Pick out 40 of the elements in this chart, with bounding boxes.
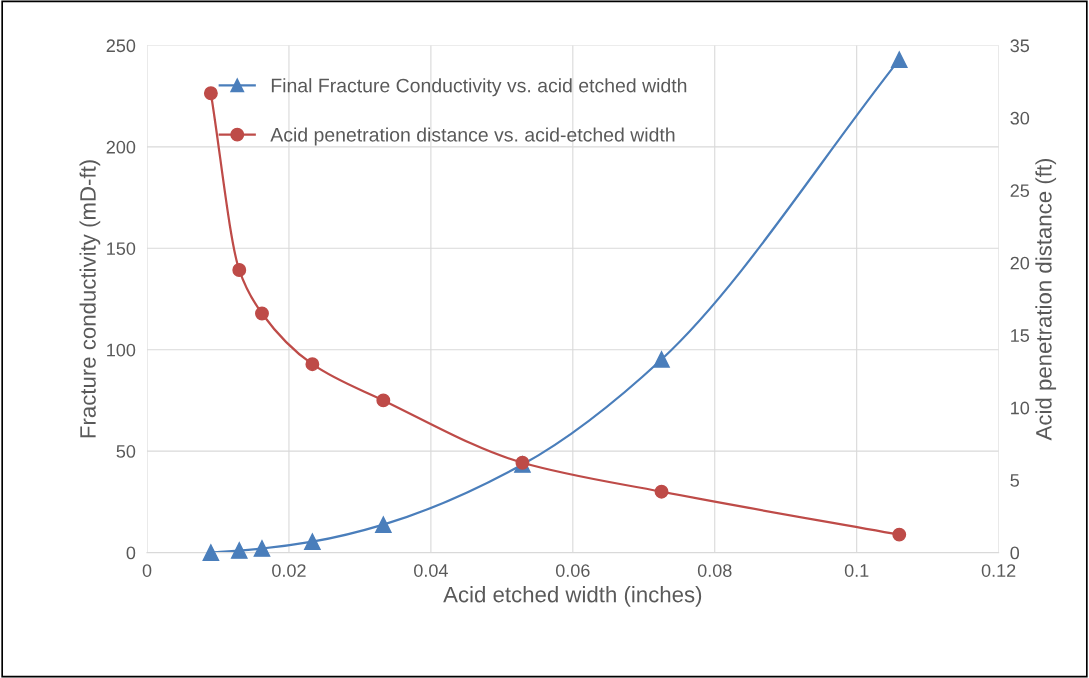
- point: [232, 263, 247, 277]
- point: [890, 51, 908, 68]
- y2-tick-label: 10: [1011, 401, 1030, 415]
- y2-tick-label: 15: [1011, 329, 1030, 342]
- y-axis-title: Fracture conductivity (mD-ft): [79, 160, 101, 438]
- point: [253, 540, 271, 557]
- x-tick-label: 0.1: [844, 564, 869, 577]
- x-tick-label: 0: [142, 564, 152, 577]
- point: [654, 484, 669, 499]
- y-tick-label: 0: [126, 546, 136, 560]
- point: [202, 544, 220, 561]
- point: [653, 351, 670, 368]
- y2-tick-label: 20: [1010, 256, 1030, 270]
- point: [255, 306, 269, 321]
- x-tick-label: 0.08: [697, 564, 732, 577]
- legend-label: Acid penetration distance vs. acid-etched width: [270, 127, 675, 146]
- x-tick-label: 0.04: [414, 564, 448, 577]
- y2-tick-label: 35: [1010, 39, 1030, 53]
- y2-tick-label: 0: [1010, 546, 1020, 560]
- legend-label: Final Fracture Conductivity vs. acid etched width: [271, 78, 687, 97]
- point: [305, 357, 320, 372]
- y2-tick-label: 25: [1010, 184, 1030, 198]
- x-tick-label: 0.06: [555, 564, 590, 577]
- y2-tick-label: 30: [1010, 111, 1030, 125]
- point: [304, 533, 321, 550]
- x-axis-title: Acid etched width (inches): [443, 586, 702, 607]
- point: [374, 516, 392, 533]
- y2-axis-title: Acid penetration distance (ft): [1035, 158, 1057, 441]
- y-tick-label: 250: [106, 39, 136, 53]
- point: [203, 86, 218, 101]
- y-tick-label: 150: [107, 242, 136, 255]
- y-tick-label: 50: [116, 445, 136, 458]
- point: [892, 527, 907, 542]
- y2-tick-label: 5: [1010, 474, 1020, 487]
- point: [376, 393, 391, 408]
- y-tick-label: 100: [107, 343, 136, 357]
- point: [230, 542, 248, 559]
- x-tick-label: 0.02: [272, 564, 306, 577]
- x-tick-label: 0.12: [981, 564, 1016, 577]
- y-tick-label: 200: [106, 140, 136, 154]
